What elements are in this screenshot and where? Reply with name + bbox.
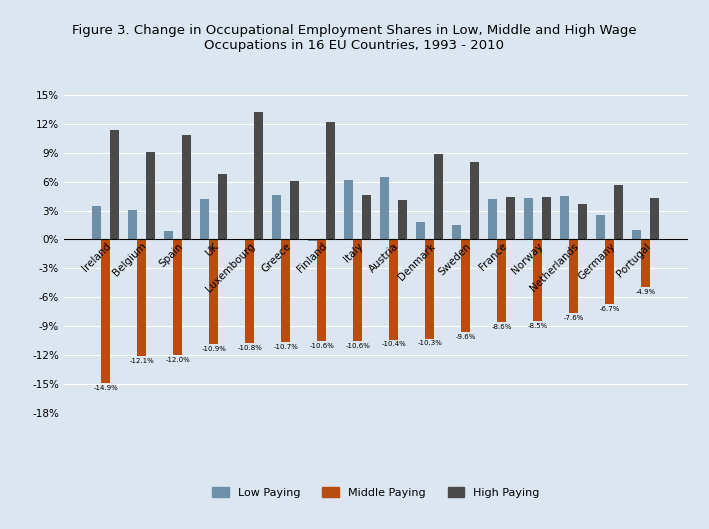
Bar	[425, 240, 435, 339]
Text: -10.6%: -10.6%	[309, 343, 334, 349]
Bar	[101, 240, 110, 383]
Text: Sweden: Sweden	[437, 241, 473, 277]
Bar	[596, 215, 605, 240]
Bar	[632, 230, 642, 240]
Bar	[380, 177, 389, 240]
Bar	[218, 174, 227, 240]
Bar	[308, 240, 317, 241]
Bar	[435, 154, 443, 240]
Bar	[560, 196, 569, 240]
Bar	[345, 180, 353, 240]
Bar	[525, 198, 533, 240]
Text: UK: UK	[203, 241, 220, 258]
Text: Luxembourg: Luxembourg	[203, 241, 257, 294]
Text: -10.6%: -10.6%	[345, 343, 370, 349]
Text: -7.6%: -7.6%	[564, 315, 584, 321]
Bar	[290, 181, 299, 240]
Bar	[642, 240, 650, 287]
Text: Denmark: Denmark	[396, 241, 437, 282]
Text: -10.7%: -10.7%	[273, 344, 298, 350]
Bar	[416, 222, 425, 240]
Text: Norway: Norway	[510, 241, 545, 276]
Text: -14.9%: -14.9%	[94, 385, 118, 391]
Bar	[362, 195, 372, 240]
Text: -9.6%: -9.6%	[456, 334, 476, 340]
Bar	[605, 240, 615, 304]
Bar	[137, 240, 146, 356]
Bar	[497, 240, 506, 322]
Text: -12.1%: -12.1%	[129, 358, 154, 364]
Text: Portugal: Portugal	[615, 241, 653, 279]
Bar	[389, 240, 398, 340]
Bar	[462, 240, 470, 332]
Bar	[128, 209, 137, 240]
Bar	[506, 197, 515, 240]
Bar	[236, 240, 245, 241]
Bar	[146, 152, 155, 240]
Text: Finland: Finland	[296, 241, 329, 275]
Bar	[245, 240, 255, 343]
Text: France: France	[477, 241, 509, 272]
Bar	[173, 240, 182, 355]
Text: Germany: Germany	[576, 241, 617, 282]
Text: -8.5%: -8.5%	[527, 323, 548, 329]
Bar	[92, 206, 101, 240]
Bar	[326, 122, 335, 240]
Text: -10.3%: -10.3%	[418, 341, 442, 346]
Bar	[353, 240, 362, 341]
Text: -6.7%: -6.7%	[600, 306, 620, 312]
Bar	[200, 199, 209, 240]
Text: Italy: Italy	[342, 241, 365, 264]
Text: Belgium: Belgium	[111, 241, 149, 278]
Legend: Low Paying, Middle Paying, High Paying: Low Paying, Middle Paying, High Paying	[208, 482, 544, 502]
Bar	[489, 199, 497, 240]
Text: Ireland: Ireland	[80, 241, 113, 273]
Bar	[272, 195, 281, 240]
Bar	[470, 161, 479, 240]
Text: Figure 3. Change in Occupational Employment Shares in Low, Middle and High Wage
: Figure 3. Change in Occupational Employm…	[72, 24, 637, 52]
Bar	[255, 112, 263, 240]
Text: Austria: Austria	[367, 241, 401, 274]
Text: -10.8%: -10.8%	[238, 345, 262, 351]
Text: -8.6%: -8.6%	[491, 324, 512, 330]
Bar	[398, 200, 407, 240]
Text: -12.0%: -12.0%	[165, 357, 190, 363]
Bar	[317, 240, 326, 341]
Bar	[110, 130, 119, 240]
Text: -10.4%: -10.4%	[381, 341, 406, 348]
Text: -10.9%: -10.9%	[201, 346, 226, 352]
Text: -4.9%: -4.9%	[636, 288, 656, 295]
Bar	[615, 185, 623, 240]
Bar	[164, 231, 173, 240]
Text: Spain: Spain	[157, 241, 185, 269]
Bar	[542, 197, 552, 240]
Bar	[182, 135, 191, 240]
Bar	[569, 240, 579, 313]
Text: Greece: Greece	[259, 241, 293, 274]
Bar	[533, 240, 542, 321]
Text: Netherlands: Netherlands	[529, 241, 581, 293]
Bar	[209, 240, 218, 344]
Bar	[452, 225, 462, 240]
Bar	[650, 198, 659, 240]
Bar	[579, 204, 587, 240]
Bar	[281, 240, 290, 342]
